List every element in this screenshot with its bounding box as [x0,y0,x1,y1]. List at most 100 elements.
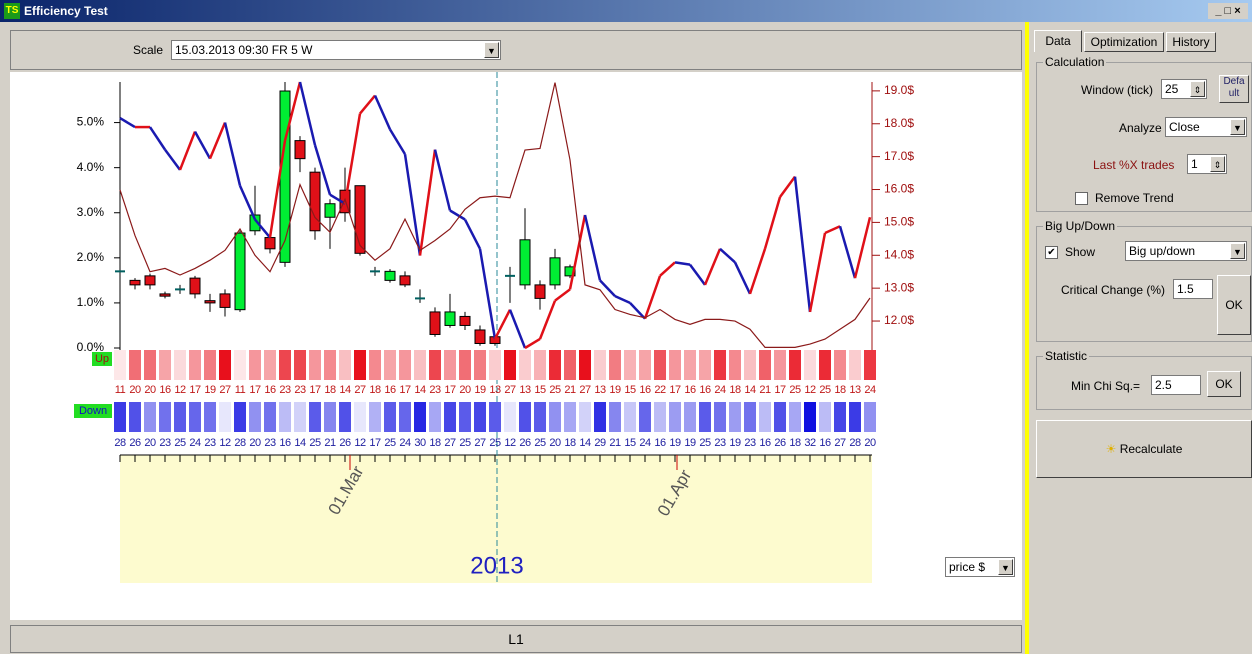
toolbar: Scale 15.03.2013 09:30 FR 5 W ▼ [10,30,1022,70]
efficiency-line [193,130,212,160]
heat-cell [849,402,861,432]
heat-label: 27 [579,384,591,396]
heat-cell [579,350,591,380]
spin-box[interactable]: 1 ⇕ [1187,154,1227,174]
spin-button[interactable]: ⇕ [1210,156,1225,172]
ok-button[interactable]: OK [1207,371,1241,397]
efficiency-line [748,248,767,295]
candle-body [444,311,456,326]
candle-body [159,293,171,297]
heat-cell [249,402,261,432]
spin-button[interactable]: ⇕ [1190,81,1205,97]
heat-cell [699,402,711,432]
heat-cell [339,402,351,432]
recalculate-button[interactable]: ☀ Recalculate [1036,420,1252,478]
checkbox[interactable]: ✔ [1045,246,1058,259]
heat-cell [639,350,651,380]
efficiency-line [853,216,872,279]
efficiency-line [614,295,631,305]
dropdown-button[interactable]: ▼ [998,559,1013,575]
dropdown-button[interactable]: ▼ [484,42,499,58]
dropdown-button[interactable]: ▼ [1230,243,1245,259]
label: Analyze [1119,121,1162,135]
efficiency-line [838,225,857,279]
tab[interactable]: Optimization [1084,32,1164,52]
candle-body [354,185,366,254]
y2-tick-label: 19.0$ [884,83,914,97]
status-text: L1 [508,631,524,647]
heat-label: 29 [594,437,606,449]
efficiency-line [524,337,541,350]
heat-label: 28 [114,437,126,449]
y2-tick-label: 14.0$ [884,247,914,261]
heat-cell [684,402,696,432]
heat-cell [624,402,636,432]
side-panel: Data Optimization History Calculation Wi… [1032,22,1252,654]
splitter[interactable] [1025,22,1029,654]
heat-label: 20 [549,437,561,449]
candle-body [534,284,546,299]
window-controls[interactable]: _ □ × [1208,3,1248,19]
heat-label: 27 [504,384,516,396]
spin-box[interactable]: 25 ⇕ [1161,79,1207,99]
heat-label: 24 [189,437,201,449]
tab[interactable]: History [1166,32,1216,52]
window-title: Efficiency Test [24,4,108,18]
efficiency-line [223,122,242,186]
heat-label: 25 [699,437,711,449]
efficiency-line [703,248,722,286]
scale-select[interactable]: price $ ▼ [945,557,1015,577]
time-axis-band [120,455,872,583]
mode-combo[interactable]: Big up/down ▼ [1125,241,1247,261]
label: Critical Change (%) [1061,283,1166,297]
ok-button[interactable]: OK [1217,275,1251,335]
heat-label: 14 [744,384,756,396]
efficiency-line [493,309,512,340]
heat-cell [294,402,306,432]
default-button[interactable]: Defa ult [1219,75,1249,103]
heat-label: 15 [624,437,636,449]
candle-body [429,311,441,335]
y-tick-label: 3.0% [77,205,105,219]
heat-cell [849,350,861,380]
efficiency-line [403,153,422,256]
heat-label: 20 [144,384,156,396]
heat-cell [144,402,156,432]
heat-label: 20 [129,384,141,396]
chi-input[interactable]: 2.5 [1151,375,1201,395]
heat-cell [354,350,366,380]
efficiency-line [629,302,646,320]
label: Window (tick) [1081,83,1154,97]
year-label: 2013 [470,552,523,579]
checkbox[interactable] [1075,192,1088,205]
heat-label: 25 [309,437,321,449]
heat-label: 28 [234,437,246,449]
heat-label: 23 [714,437,726,449]
analyze-combo[interactable]: Close ▼ [1165,117,1247,137]
heat-cell [474,402,486,432]
heat-cell [669,350,681,380]
heat-cell [174,350,186,380]
heat-cell [594,350,606,380]
heat-label: 25 [819,384,831,396]
heat-cell [354,402,366,432]
candle-body [234,232,246,311]
heat-label: 18 [729,384,741,396]
efficiency-line [449,209,466,221]
heat-label: 21 [759,384,771,396]
critical-input[interactable]: 1.5 [1173,279,1213,299]
efficiency-line [119,116,136,129]
heat-label: 19 [204,384,216,396]
scale-combo[interactable]: 15.03.2013 09:30 FR 5 W ▼ [171,40,501,60]
heat-cell [669,402,681,432]
heat-label: 17 [249,384,261,396]
efficiency-line [599,279,616,298]
heat-label: 11 [115,384,126,396]
dropdown-button[interactable]: ▼ [1230,119,1245,135]
tab[interactable]: Data [1034,30,1082,52]
scale-select-value: price $ [949,560,986,574]
efficiency-line [554,288,571,302]
heat-cell [369,402,381,432]
label: Min Chi Sq.= [1071,379,1141,393]
heat-label: 26 [774,437,786,449]
